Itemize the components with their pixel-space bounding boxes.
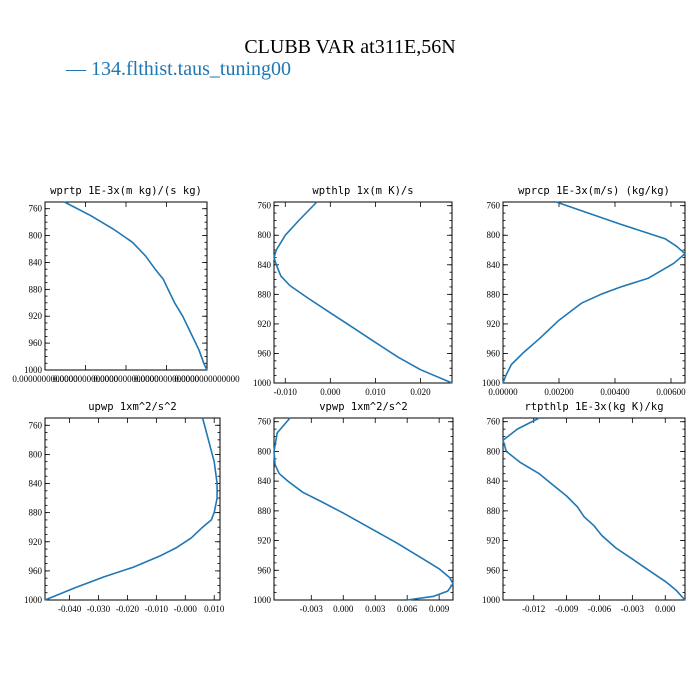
subplot-title: wprtp 1E-3x(m kg)/(s kg)	[50, 185, 202, 197]
x-tick-label: -0.010	[145, 604, 169, 614]
y-tick-label: 1000	[253, 378, 272, 388]
subplot-6: rtpthlp 1E-3x(kg K)/kg 760 800 840 880 920 960…	[482, 401, 686, 614]
subplot-5: vpwp 1xm^2/s^2 760 800 840 880 920 960 1000 -0.0…	[253, 401, 454, 614]
y-tick-label: 880	[29, 284, 43, 294]
x-tick-label: -0.020	[116, 604, 140, 614]
series-line	[502, 417, 686, 601]
y-tick-label: 1000	[482, 595, 501, 605]
y-tick-label: 1000	[24, 365, 43, 375]
x-tick-label: -0.030	[87, 604, 111, 614]
x-tick-label: 0.00200	[544, 387, 574, 397]
x-tick-label: -0.006	[588, 604, 612, 614]
x-tick-label: 0.000	[333, 604, 354, 614]
y-tick-label: 760	[258, 417, 272, 427]
subplot-title: vpwp 1xm^2/s^2	[319, 401, 408, 413]
plot-frame	[502, 417, 686, 601]
x-tick-label: 0.0000000000000	[134, 374, 200, 384]
y-tick-label: 960	[258, 348, 272, 358]
series-line	[502, 201, 686, 384]
series-line	[64, 201, 208, 371]
y-tick-label: 840	[29, 257, 43, 267]
x-tick-label: 0.000	[655, 604, 676, 614]
y-tick-label: 800	[29, 449, 43, 459]
y-tick-label: 960	[29, 566, 43, 576]
x-tick-label: 0.003	[365, 604, 386, 614]
subplot-title: upwp 1xm^2/s^2	[88, 401, 177, 413]
y-tick-label: 880	[487, 506, 501, 516]
y-tick-label: 920	[29, 537, 43, 547]
y-tick-label: 1000	[253, 595, 272, 605]
y-tick-label: 1000	[482, 378, 501, 388]
subplot-title: wpthlp 1x(m K)/s	[312, 185, 413, 197]
y-tick-label: 920	[258, 536, 272, 546]
plot-frame	[44, 201, 208, 371]
legend-entry: — 134.flthist.taus_tuning00	[66, 58, 291, 80]
y-tick-label: 800	[258, 446, 272, 456]
subplot-1: wprtp 1E-3x(m kg)/(s kg) 760 800 840 880 920 9…	[12, 185, 240, 384]
plot-frame	[273, 201, 453, 384]
subplot-3: wprcp 1E-3x(m/s) (kg/kg) 760 800 840 880 920 9…	[482, 185, 686, 397]
y-tick-label: 880	[258, 289, 272, 299]
x-tick-label: 0.00400	[600, 387, 630, 397]
x-tick-label: -0.003	[621, 604, 645, 614]
x-tick-label: -0.009	[555, 604, 579, 614]
x-tick-label: -0.040	[58, 604, 82, 614]
y-tick-label: 840	[487, 260, 501, 270]
y-tick-label: 760	[487, 417, 501, 427]
y-tick-label: 800	[29, 231, 43, 241]
y-tick-label: 800	[258, 230, 272, 240]
subplot-title: wprcp 1E-3x(m/s) (kg/kg)	[518, 185, 670, 197]
x-tick-label: 0.006	[397, 604, 418, 614]
x-tick-label: 0.000	[320, 387, 341, 397]
x-tick-label: 0.0000000000000	[93, 374, 159, 384]
x-tick-label: 0.010	[204, 604, 225, 614]
y-tick-label: 960	[487, 565, 501, 575]
y-tick-label: 760	[29, 420, 43, 430]
x-tick-label: 0.010	[365, 387, 386, 397]
series-line	[273, 417, 454, 601]
series-line	[273, 201, 453, 384]
series-line	[44, 417, 218, 601]
subplot-2: wpthlp 1x(m K)/s 760 800 840 880 920 960 1000-0…	[253, 185, 453, 397]
y-tick-label: 960	[29, 338, 43, 348]
y-tick-label: 960	[487, 348, 501, 358]
x-tick-label: -0.012	[522, 604, 545, 614]
y-tick-label: 880	[29, 508, 43, 518]
y-tick-label: 920	[487, 319, 501, 329]
subplot-4: upwp 1xm^2/s^2 760 800 840 880 920 960 1000 -0.0…	[24, 401, 225, 614]
figure-title: CLUBB VAR at311E,56N	[244, 36, 456, 58]
x-tick-label: 0.009	[429, 604, 450, 614]
x-tick-label: 0.020	[410, 387, 431, 397]
y-tick-label: 840	[258, 260, 272, 270]
x-tick-label: 0.00000	[488, 387, 518, 397]
plot-frame	[502, 201, 686, 384]
plot-frame	[44, 417, 221, 601]
x-tick-label: -0.000	[174, 604, 198, 614]
y-tick-label: 880	[487, 289, 501, 299]
y-tick-label: 880	[258, 506, 272, 516]
x-tick-label: 0.0000000000000	[12, 374, 78, 384]
x-tick-label: 0.0000000000000	[174, 374, 240, 384]
x-tick-label: -0.003	[300, 604, 324, 614]
y-tick-label: 840	[29, 479, 43, 489]
subplot-title: rtpthlp 1E-3x(kg K)/kg	[524, 401, 663, 413]
plot-frame	[273, 417, 454, 601]
y-tick-label: 960	[258, 565, 272, 575]
y-tick-label: 800	[487, 230, 501, 240]
y-tick-label: 920	[258, 319, 272, 329]
y-tick-label: 760	[258, 201, 272, 211]
y-tick-label: 800	[487, 446, 501, 456]
x-tick-label: 0.00600	[656, 387, 686, 397]
y-tick-label: 1000	[24, 595, 43, 605]
y-tick-label: 840	[258, 476, 272, 486]
y-tick-label: 920	[29, 311, 43, 321]
y-tick-label: 840	[487, 476, 501, 486]
y-tick-label: 760	[29, 204, 43, 214]
x-tick-label: 0.0000000000000	[53, 374, 119, 384]
y-tick-label: 760	[487, 201, 501, 211]
x-tick-label: -0.010	[274, 387, 298, 397]
y-tick-label: 920	[487, 536, 501, 546]
